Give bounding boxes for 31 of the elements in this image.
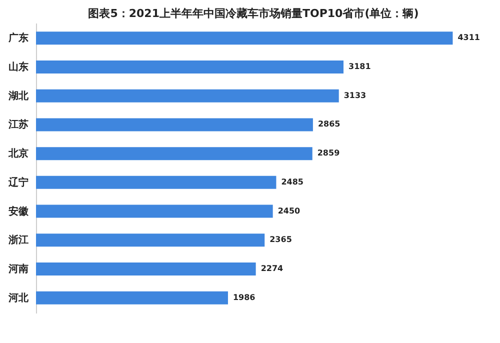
bar [36, 262, 256, 276]
bar [36, 291, 228, 304]
bar [36, 147, 312, 160]
y-tick-label: 河南 [8, 262, 28, 275]
y-tick-label: 山东 [8, 61, 28, 74]
y-tick-label: 江苏 [8, 118, 28, 131]
data-label: 1986 [232, 292, 256, 302]
bar [36, 204, 273, 218]
bar [36, 234, 265, 247]
y-tick-label: 河北 [8, 292, 30, 304]
data-label: 2865 [318, 120, 341, 129]
data-label: 3133 [344, 90, 366, 100]
bar [36, 176, 276, 189]
y-tick-label: 广东 [8, 32, 28, 44]
y-tick-label: 北京 [8, 148, 28, 160]
bar [36, 118, 313, 132]
y-tick-label: 浙江 [8, 234, 28, 246]
data-label: 3181 [348, 62, 372, 72]
y-tick-label: 湖北 [8, 90, 30, 102]
chart-title: 图表5：2021上半年年中国冷藏车市场销量TOP10省市(单位：辆) [88, 7, 419, 20]
y-tick-label: 安徽 [8, 205, 30, 218]
bar [36, 89, 339, 102]
data-label: 2450 [278, 206, 301, 216]
data-label: 2485 [281, 177, 304, 186]
data-label: 2859 [317, 148, 340, 158]
bar [36, 60, 344, 74]
bar [36, 32, 453, 45]
data-label: 4311 [458, 33, 480, 42]
data-label: 2365 [270, 235, 292, 244]
data-label: 2274 [260, 264, 284, 273]
y-tick-label: 辽宁 [8, 176, 28, 188]
